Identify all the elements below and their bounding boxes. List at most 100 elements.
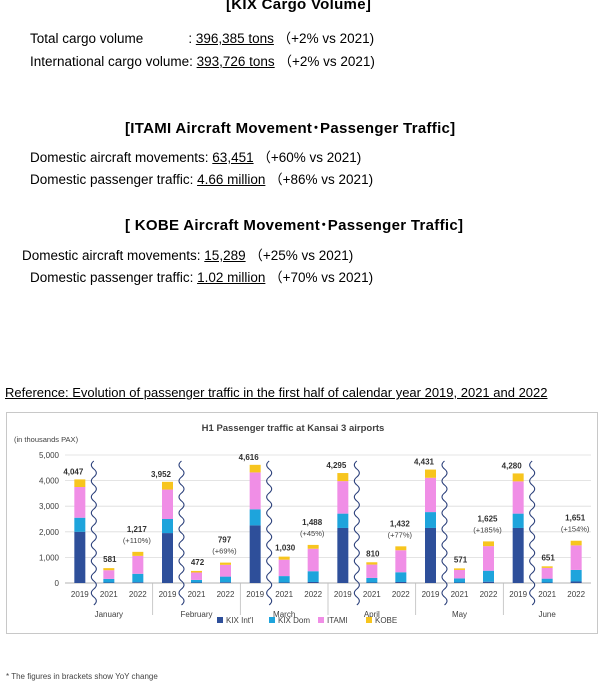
bar-segment xyxy=(220,562,231,565)
legend-label: KIX Int'l xyxy=(226,616,254,625)
bar-segment xyxy=(74,479,86,487)
legend-label: KOBE xyxy=(375,616,397,625)
bar-segment xyxy=(278,576,290,583)
x-category-label: March xyxy=(273,610,295,619)
bar-segment xyxy=(191,572,202,580)
legend-swatch xyxy=(318,617,324,623)
bar-segment xyxy=(541,578,553,583)
bar-segment xyxy=(395,581,407,583)
row-label: Domestic passenger traffic: xyxy=(30,270,198,285)
axis-break-mark xyxy=(90,460,97,606)
y-tick-label: 3,000 xyxy=(39,502,60,511)
x-tick-year: 2019 xyxy=(71,590,89,599)
legend-swatch xyxy=(269,617,275,623)
bar-segment xyxy=(103,578,115,583)
bar-segment xyxy=(570,581,582,583)
data-label-total: 4,431 xyxy=(414,458,435,467)
bar-segment xyxy=(454,578,465,583)
bar-segment xyxy=(132,551,144,556)
kix-total-cargo-row: Total cargo volume : 396,385 tons （+2% v… xyxy=(30,27,374,47)
x-category-label: April xyxy=(364,610,380,619)
row-change: （+2% vs 2021) xyxy=(278,54,375,69)
bar-segment xyxy=(337,513,349,528)
bar-segment xyxy=(425,477,436,513)
x-tick-year: 2019 xyxy=(509,590,527,599)
bar-segment xyxy=(512,481,524,514)
data-label-change: (+77%) xyxy=(388,530,413,539)
itami-passengers-row: Domestic passenger traffic: 4.66 million… xyxy=(30,168,373,188)
bar-segment xyxy=(132,573,144,583)
row-change: （+60% vs 2021) xyxy=(257,150,362,165)
x-tick-year: 2022 xyxy=(129,590,147,599)
x-tick-year: 2021 xyxy=(188,590,206,599)
x-tick-year: 2021 xyxy=(100,590,118,599)
bar-segment xyxy=(74,487,86,518)
itami-section-title: [ITAMI Aircraft Movement･Passenger Traff… xyxy=(125,120,456,137)
row-value: 63,451 xyxy=(212,150,254,165)
data-label-total: 4,295 xyxy=(326,461,347,470)
bar-segment xyxy=(541,566,553,568)
bar-segment xyxy=(570,545,582,570)
bar-segment xyxy=(366,577,378,583)
bar-segment xyxy=(454,569,465,579)
bar-segment xyxy=(220,582,231,583)
bar-segment xyxy=(132,555,144,574)
x-tick-year: 2019 xyxy=(422,590,440,599)
data-label-total: 4,047 xyxy=(63,467,84,476)
axis-break-mark xyxy=(441,460,448,606)
reference-title: Reference: Evolution of passenger traffi… xyxy=(5,385,548,400)
data-label-change: (+45%) xyxy=(300,529,325,538)
bar-segment xyxy=(483,546,494,571)
data-label-total: 3,952 xyxy=(151,470,172,479)
x-tick-year: 2022 xyxy=(392,590,410,599)
data-label-total: 651 xyxy=(541,553,555,562)
bar-segment xyxy=(249,464,261,473)
bar-segment xyxy=(570,569,582,582)
bar-segment xyxy=(337,473,349,482)
row-change: （+86% vs 2021) xyxy=(269,172,374,187)
x-tick-year: 2022 xyxy=(567,590,585,599)
bar-segment xyxy=(307,581,319,583)
bar-segment xyxy=(541,582,553,583)
bar-segment xyxy=(191,579,202,583)
x-category-label: January xyxy=(95,610,123,619)
x-tick-year: 2019 xyxy=(159,590,177,599)
bar-segment xyxy=(483,570,494,582)
x-category-label: May xyxy=(452,610,467,619)
row-change: （+2% vs 2021) xyxy=(277,31,375,46)
bar-segment xyxy=(512,473,524,482)
data-label-total: 472 xyxy=(191,558,205,567)
bar-segment xyxy=(278,559,290,577)
y-tick-label: 1,000 xyxy=(39,553,60,562)
bar-segment xyxy=(366,564,378,578)
bar-segment xyxy=(74,531,86,583)
data-label-total: 1,488 xyxy=(302,518,323,527)
bar-segment xyxy=(337,527,349,583)
data-label-change: (+154%) xyxy=(561,525,590,534)
chart-title: H1 Passenger traffic at Kansai 3 airport… xyxy=(202,423,385,434)
passenger-traffic-chart: H1 Passenger traffic at Kansai 3 airport… xyxy=(6,412,598,634)
y-tick-label: 4,000 xyxy=(39,477,60,486)
bar-segment xyxy=(278,556,290,560)
bar-segment xyxy=(191,582,202,583)
data-label-total: 1,651 xyxy=(565,514,586,523)
bar-segment xyxy=(395,546,407,551)
bar-segment xyxy=(425,512,436,528)
x-tick-year: 2022 xyxy=(217,590,235,599)
bar-segment xyxy=(425,527,436,583)
row-label: Total cargo volume xyxy=(30,31,144,46)
chart-svg: H1 Passenger traffic at Kansai 3 airport… xyxy=(14,423,591,625)
x-tick-year: 2022 xyxy=(480,590,498,599)
x-category-label: June xyxy=(538,610,556,619)
bar-segment xyxy=(162,519,173,534)
bar-segment xyxy=(454,582,465,583)
row-value: 396,385 tons xyxy=(195,31,274,46)
kobe-passengers-row: Domestic passenger traffic: 1.02 million… xyxy=(30,266,373,286)
row-value: 1.02 million xyxy=(197,270,266,285)
bar-segment xyxy=(278,582,290,583)
bar-segment xyxy=(395,550,407,573)
bar-segment xyxy=(425,469,436,478)
bar-segment xyxy=(249,525,261,583)
data-label-total: 810 xyxy=(366,549,380,558)
kix-section-title: [KIX Cargo Volume] xyxy=(226,0,372,13)
